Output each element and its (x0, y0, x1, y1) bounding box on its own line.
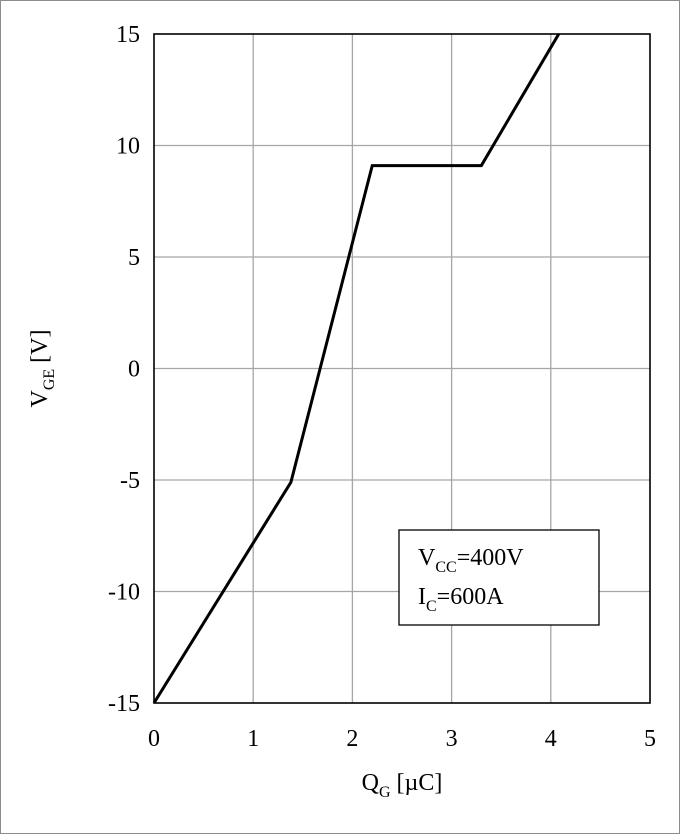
x-tick-label-3: 3 (446, 726, 458, 752)
x-axis-label-sub: G (379, 784, 391, 801)
y-axis-label-unit: [V] (27, 330, 53, 369)
y-tick-label-0: -15 (108, 691, 140, 717)
y-axis-label: VGE [V] (27, 330, 58, 408)
annotation-ic-value: =600A (437, 584, 505, 610)
y-tick-labels: -15 -10 -5 0 5 10 15 (108, 22, 140, 717)
x-axis-label-unit: [µC] (391, 770, 443, 796)
annotation-vcc-value: =400V (457, 545, 525, 571)
x-axis-label: QG [µC] (362, 770, 443, 801)
annotation-ic-main: I (418, 584, 426, 610)
annotation-line-vcc: VCC=400V (418, 545, 524, 576)
annotation-line-ic: IC=600A (418, 584, 504, 615)
x-tick-label-0: 0 (148, 726, 160, 752)
series-line-0 (152, 33, 561, 704)
conditions-box (398, 529, 600, 626)
annotation-vcc-main: V (418, 545, 436, 571)
y-tick-label-5: 10 (116, 134, 140, 160)
y-tick-label-3: 0 (128, 357, 140, 383)
annotation-ic-sub: C (426, 598, 437, 615)
y-tick-label-4: 5 (128, 245, 140, 271)
y-axis-label-main: V (27, 390, 53, 408)
y-axis-label-sub: GE (41, 369, 58, 390)
conditions-annotation: VCC=400V IC=600A (398, 529, 600, 626)
y-tick-label-1: -10 (108, 580, 140, 606)
series-layer (152, 33, 561, 704)
y-tick-label-6: 15 (116, 22, 140, 48)
annotation-vcc-sub: CC (435, 559, 456, 576)
x-tick-label-2: 2 (346, 726, 358, 752)
x-tick-label-5: 5 (644, 726, 656, 752)
x-tick-label-1: 1 (247, 726, 259, 752)
plot-area-border (153, 33, 651, 704)
grid-layer (154, 34, 650, 703)
y-tick-label-2: -5 (120, 468, 140, 494)
x-axis-label-main: Q (362, 770, 379, 796)
x-tick-labels: 0 1 2 3 4 5 (148, 726, 656, 752)
x-tick-label-4: 4 (545, 726, 557, 752)
